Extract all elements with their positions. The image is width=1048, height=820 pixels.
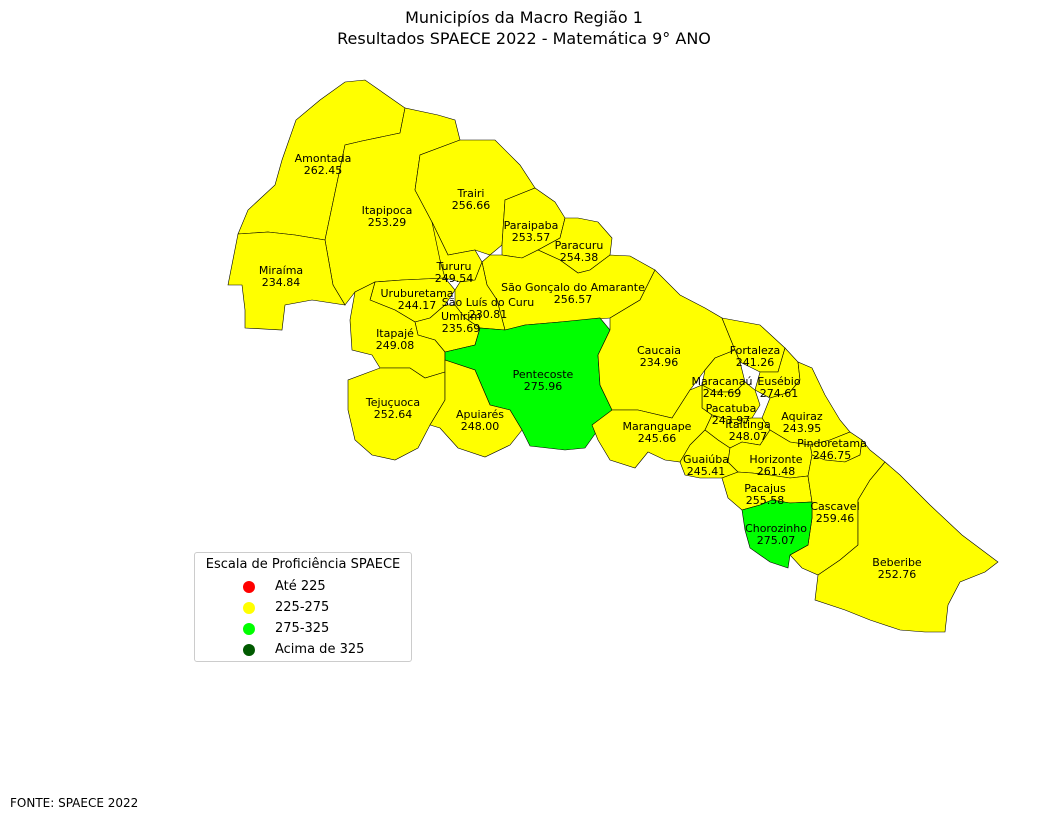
label-score-paraipaba: 253.57 xyxy=(512,231,551,244)
legend-dot-yellow xyxy=(243,602,255,614)
label-name-pacajus: Pacajus xyxy=(744,482,786,495)
label-name-miraima: Miraíma xyxy=(259,264,303,277)
label-name-trairi: Trairi xyxy=(456,187,484,200)
muni-apuiares xyxy=(429,359,523,458)
muni-beberibe xyxy=(814,461,999,633)
label-name-paraipaba: Paraipaba xyxy=(504,219,559,232)
label-score-itaitinga: 248.07 xyxy=(729,430,768,443)
label-score-sao-goncalo-do-amarante: 256.57 xyxy=(554,293,593,306)
label-name-beberibe: Beberibe xyxy=(872,556,922,569)
label-score-maracanau: 244.69 xyxy=(703,387,742,400)
label-score-itapaje: 249.08 xyxy=(376,339,415,352)
label-name-paracuru: Paracuru xyxy=(555,239,604,252)
label-score-pacajus: 255.58 xyxy=(746,494,785,507)
label-name-itapipoca: Itapipoca xyxy=(362,204,413,217)
label-score-eusebio: 274.61 xyxy=(760,387,799,400)
label-score-fortaleza: 241.26 xyxy=(736,356,775,369)
map-title-line1: Municipíos da Macro Região 1 xyxy=(405,8,643,27)
legend: Escala de Proficiência SPAECE Até 225 22… xyxy=(194,552,412,662)
muni-miraima xyxy=(227,231,346,331)
label-score-pentecoste: 275.96 xyxy=(524,380,563,393)
label-name-pacatuba: Pacatuba xyxy=(706,402,757,415)
label-score-pindoretama: 246.75 xyxy=(813,449,852,462)
label-score-apuiares: 248.00 xyxy=(461,420,500,433)
label-score-paracuru: 254.38 xyxy=(560,251,599,264)
label-score-tejucuoca: 252.64 xyxy=(374,408,413,421)
label-score-tururu: 249.54 xyxy=(435,272,474,285)
label-score-cascavel: 259.46 xyxy=(816,512,855,525)
label-name-maracanau: Maracanaú xyxy=(692,375,753,388)
source-note: FONTE: SPAECE 2022 xyxy=(10,796,139,810)
label-name-maranguape: Maranguape xyxy=(623,420,692,433)
label-name-pindoretama: Pindoretama xyxy=(797,437,867,450)
label-name-itapaje: Itapajé xyxy=(376,327,414,340)
legend-label: Acima de 325 xyxy=(275,642,365,657)
label-score-uruburetama: 244.17 xyxy=(398,299,437,312)
label-name-horizonte: Horizonte xyxy=(749,453,802,466)
label-score-caucaia: 234.96 xyxy=(640,356,679,369)
label-score-chorozinho: 275.07 xyxy=(757,534,796,547)
legend-dot-dark-green xyxy=(243,644,255,656)
municipality-shapes xyxy=(227,79,999,633)
legend-label: Até 225 xyxy=(275,579,326,594)
label-name-tejucuoca: Tejuçuoca xyxy=(365,396,420,409)
label-name-sao-luis-do-curu: São Luís do Curu xyxy=(442,296,535,309)
label-score-beberibe: 252.76 xyxy=(878,568,917,581)
label-score-pacatuba: 243.97 xyxy=(712,414,751,427)
label-name-umirim: Umirim xyxy=(441,310,481,323)
muni-chorozinho xyxy=(741,499,813,569)
legend-dot-green xyxy=(243,623,255,635)
label-name-pentecoste: Pentecoste xyxy=(513,368,574,381)
label-score-itapipoca: 253.29 xyxy=(368,216,407,229)
label-score-miraima: 234.84 xyxy=(262,276,301,289)
label-name-itaitinga: Itaitinga xyxy=(725,418,770,431)
label-score-amontada: 262.45 xyxy=(304,164,343,177)
legend-title: Escala de Proficiência SPAECE xyxy=(205,557,401,572)
label-name-amontada: Amontada xyxy=(295,152,352,165)
legend-label: 225-275 xyxy=(275,600,330,615)
label-name-cascavel: Cascavel xyxy=(810,500,859,513)
label-name-aquiraz: Aquiraz xyxy=(781,410,823,423)
label-score-maranguape: 245.66 xyxy=(638,432,677,445)
label-score-horizonte: 261.48 xyxy=(757,465,796,478)
label-name-guaiuba: Guaiúba xyxy=(683,453,729,466)
label-score-aquiraz: 243.95 xyxy=(783,422,822,435)
label-score-umirim: 235.69 xyxy=(442,322,481,335)
label-name-uruburetama: Uruburetama xyxy=(380,287,453,300)
label-name-apuiares: Apuiarés xyxy=(456,408,504,421)
map-title-line2: Resultados SPAECE 2022 - Matemática 9° A… xyxy=(337,29,711,48)
label-score-trairi: 256.66 xyxy=(452,199,491,212)
legend-dot-red xyxy=(243,581,255,593)
label-name-eusebio: Eusébio xyxy=(757,375,800,388)
label-score-sao-luis-do-curu: 230.81 xyxy=(469,308,508,321)
muni-tejucuoca xyxy=(347,367,446,461)
label-name-chorozinho: Chorozinho xyxy=(745,522,807,535)
label-name-sao-goncalo-do-amarante: São Gonçalo do Amarante xyxy=(501,281,645,294)
label-name-fortaleza: Fortaleza xyxy=(730,344,781,357)
label-name-caucaia: Caucaia xyxy=(637,344,681,357)
legend-label: 275-325 xyxy=(275,621,330,636)
label-score-guaiuba: 245.41 xyxy=(687,465,726,478)
label-name-tururu: Tururu xyxy=(435,260,471,273)
